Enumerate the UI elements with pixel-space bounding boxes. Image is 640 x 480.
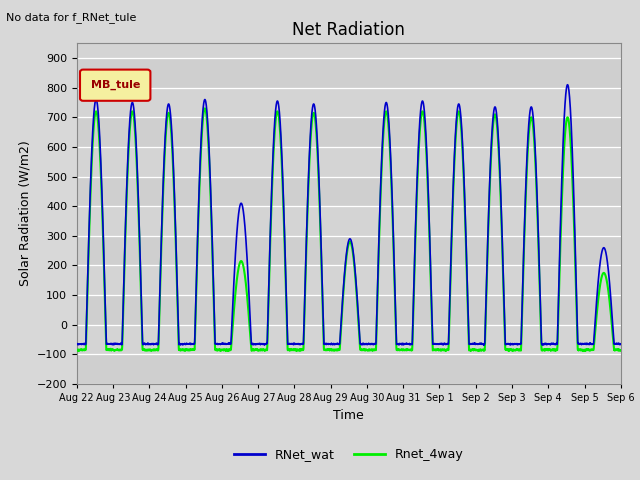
Bar: [77, 117, 621, 147]
Bar: [77, 354, 621, 384]
Bar: [77, 177, 621, 206]
Text: MB_tule: MB_tule: [90, 80, 140, 90]
Bar: [77, 236, 621, 265]
Bar: [77, 295, 621, 325]
Y-axis label: Solar Radiation (W/m2): Solar Radiation (W/m2): [18, 141, 31, 287]
Title: Net Radiation: Net Radiation: [292, 21, 405, 39]
Bar: [77, 58, 621, 88]
X-axis label: Time: Time: [333, 408, 364, 421]
Legend: RNet_wat, Rnet_4way: RNet_wat, Rnet_4way: [229, 444, 468, 467]
Text: No data for f_RNet_tule: No data for f_RNet_tule: [6, 12, 137, 23]
